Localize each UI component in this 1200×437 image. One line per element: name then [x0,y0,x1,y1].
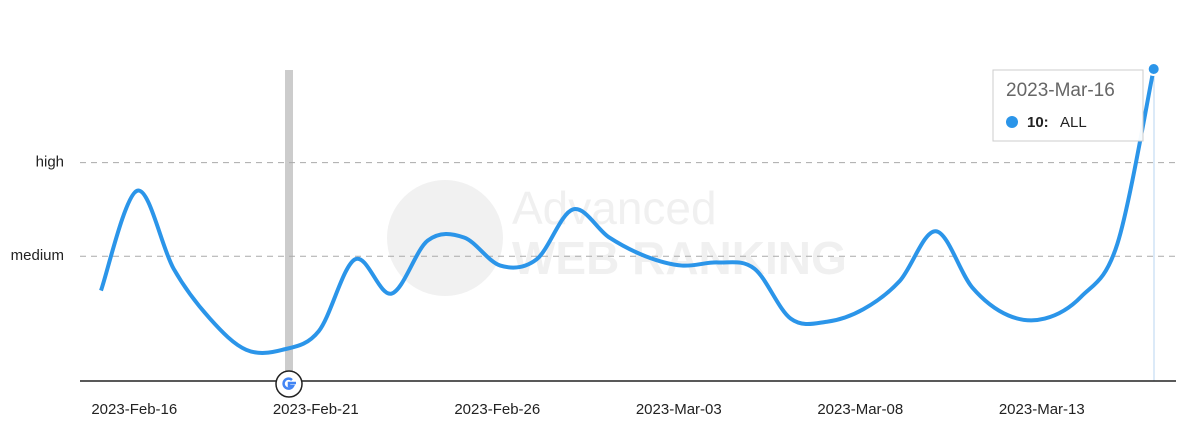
google-icon [275,370,303,398]
tooltip: 2023-Mar-16 10: ALL [992,69,1144,142]
y-tick-label: high [36,154,64,171]
x-tick-label: 2023-Feb-26 [454,401,540,418]
watermark-text: Advanced [512,182,717,234]
tooltip-box [992,69,1144,142]
tooltip-date: 2023-Mar-16 [1006,80,1115,101]
x-tick-label: 2023-Mar-08 [817,401,903,418]
watermark-text: WEB RANKING [512,232,847,284]
update-marker [285,70,293,381]
tooltip-series: ALL [1060,114,1087,131]
tooltip-value: 10: [1027,114,1049,131]
series-line [99,68,1156,355]
x-tick-label: 2023-Mar-13 [999,401,1085,418]
tooltip-dot [1006,116,1018,128]
y-tick-label: medium [11,247,64,264]
watermark: Advanced WEB RANKING [387,180,847,296]
x-tick-label: 2023-Feb-21 [273,401,359,418]
watermark-globe [387,180,503,296]
hover-point [1146,62,1161,76]
x-tick-label: 2023-Mar-03 [636,401,722,418]
x-tick-label: 2023-Feb-16 [91,401,177,418]
